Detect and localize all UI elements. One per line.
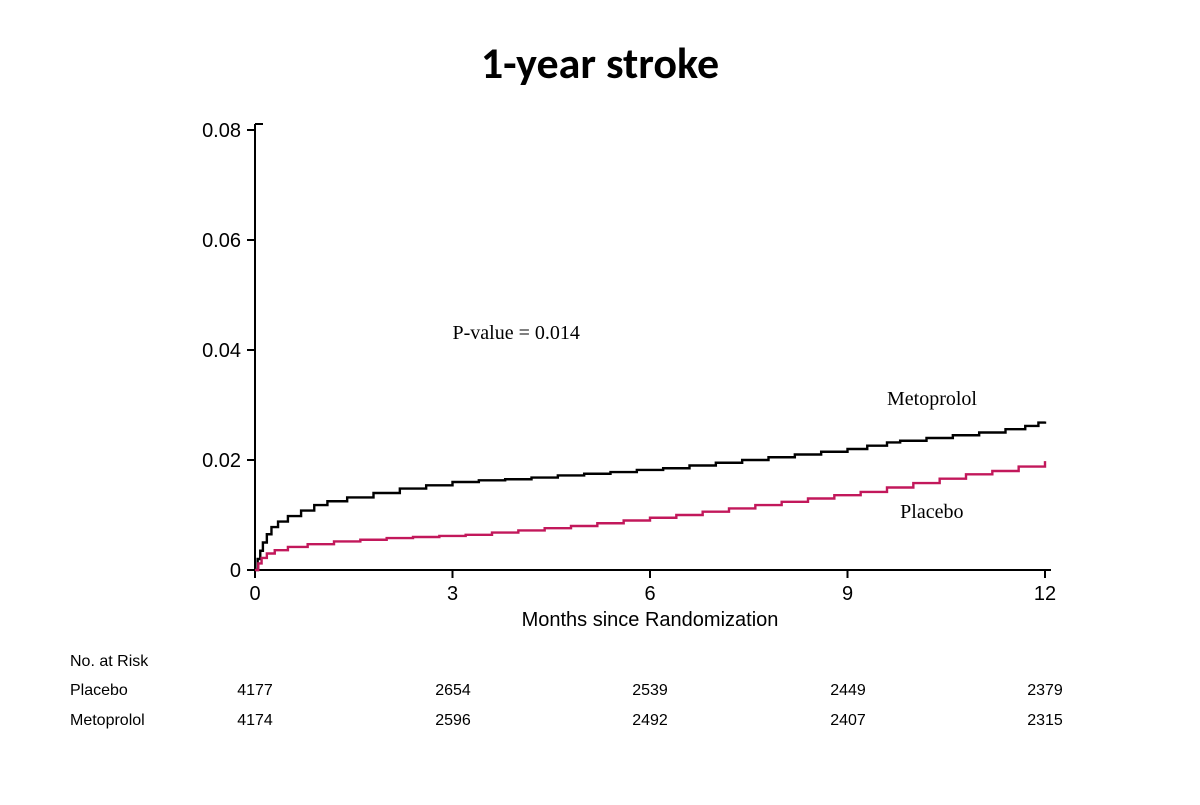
- risk-cell: 2315: [1027, 712, 1063, 730]
- series-label-metoprolol: Metoprolol: [887, 388, 977, 410]
- risk-row: Metoprolol 4174 2596 2492 2407 2315: [70, 706, 1150, 736]
- x-tick-label: 3: [447, 583, 458, 605]
- x-tick-label: 12: [1034, 583, 1056, 605]
- series-metoprolol: [255, 422, 1045, 571]
- series-label-placebo: Placebo: [900, 501, 963, 523]
- risk-header-label: No. at Risk: [70, 653, 230, 671]
- y-tick-label: 0.06: [202, 230, 241, 252]
- risk-cell: 2449: [830, 682, 866, 700]
- risk-cell: 2407: [830, 712, 866, 730]
- km-svg: 0 0.02 0.04 0.06 0.08 0 3 6 9 12 Months since Rand…: [0, 0, 1200, 650]
- x-axis-label: Months since Randomization: [522, 609, 779, 631]
- x-tick-label: 6: [644, 583, 655, 605]
- risk-cell: 2539: [632, 682, 668, 700]
- p-value-annotation: P-value = 0.014: [453, 322, 580, 344]
- risk-cell: 2654: [435, 682, 471, 700]
- x-tick-label: 0: [249, 583, 260, 605]
- y-tick-label: 0.04: [202, 340, 241, 362]
- at-risk-table: No. at Risk Placebo 4177 2654 2539 2449 2379 Me…: [70, 648, 1150, 736]
- risk-header-row: No. at Risk: [70, 648, 1150, 676]
- y-tick-label: 0.02: [202, 450, 241, 472]
- km-chart: 0 0.02 0.04 0.06 0.08 0 3 6 9 12 Months since Rand…: [0, 0, 1200, 650]
- x-tick-label: 9: [842, 583, 853, 605]
- y-tick-label: 0: [230, 560, 241, 582]
- risk-cell: 4177: [237, 682, 273, 700]
- risk-cell: 2596: [435, 712, 471, 730]
- risk-cell: 2492: [632, 712, 668, 730]
- risk-cell: 2379: [1027, 682, 1063, 700]
- risk-row: Placebo 4177 2654 2539 2449 2379: [70, 676, 1150, 706]
- risk-row-label: Placebo: [70, 682, 230, 700]
- y-tick-label: 0.08: [202, 120, 241, 142]
- risk-cell: 4174: [237, 712, 273, 730]
- risk-row-label: Metoprolol: [70, 712, 230, 730]
